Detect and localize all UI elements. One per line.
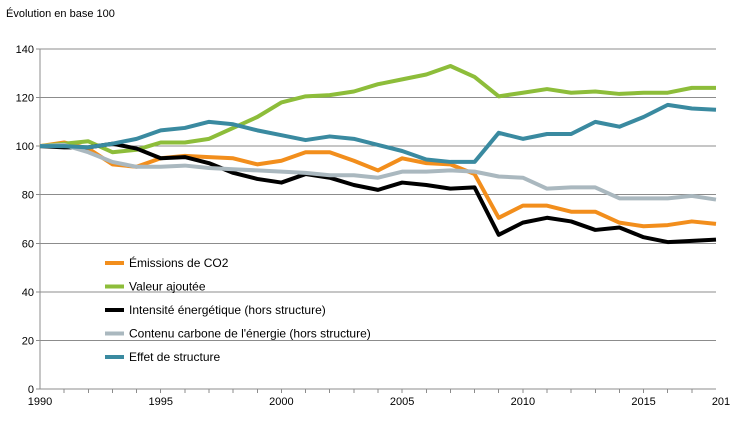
series-lines xyxy=(39,64,717,245)
x-tick-label: 2005 xyxy=(390,396,414,408)
y-tick-label: 100 xyxy=(16,141,34,153)
legend: Émissions de CO2 Valeur ajoutée Intensité … xyxy=(105,255,371,364)
legend-label-1: Émissions de CO2 xyxy=(129,255,229,270)
y-tick-label: 80 xyxy=(22,190,34,202)
y-tick-label: 120 xyxy=(16,93,34,105)
legend-label-5: Effet de structure xyxy=(129,350,220,364)
x-tick-label: 1995 xyxy=(148,396,172,408)
legend-label-2: Valeur ajoutée xyxy=(129,280,206,294)
series-line-4 xyxy=(39,142,717,202)
series-line-1 xyxy=(39,140,717,229)
x-tick-label: 2000 xyxy=(269,396,293,408)
y-tick-labels: 0 20 40 60 80 100 120 140 xyxy=(16,44,34,396)
y-tick-label: 40 xyxy=(22,287,34,299)
legend-label-4: Contenu carbone de l'énergie (hors struc… xyxy=(129,327,371,341)
x-tick-label: 201 xyxy=(712,396,730,408)
y-tick-label: 20 xyxy=(22,335,34,347)
series-line-5 xyxy=(40,102,717,164)
x-tick-label: 2010 xyxy=(511,396,535,408)
y-tick-label: 140 xyxy=(16,44,34,56)
y-axis-label: Évolution en base 100 xyxy=(6,7,115,20)
y-tick-label: 0 xyxy=(28,384,34,396)
legend-label-3: Intensité énergétique (hors structure) xyxy=(129,303,326,317)
axes xyxy=(36,48,716,393)
series-line-3 xyxy=(39,141,717,245)
series-line-2 xyxy=(39,64,716,155)
x-tick-labels: 1990 1995 2000 2005 2010 2015 201 xyxy=(28,396,730,408)
y-tick-label: 60 xyxy=(22,238,34,250)
x-tick-label: 2015 xyxy=(631,396,655,408)
x-tick-label: 1990 xyxy=(28,396,52,408)
